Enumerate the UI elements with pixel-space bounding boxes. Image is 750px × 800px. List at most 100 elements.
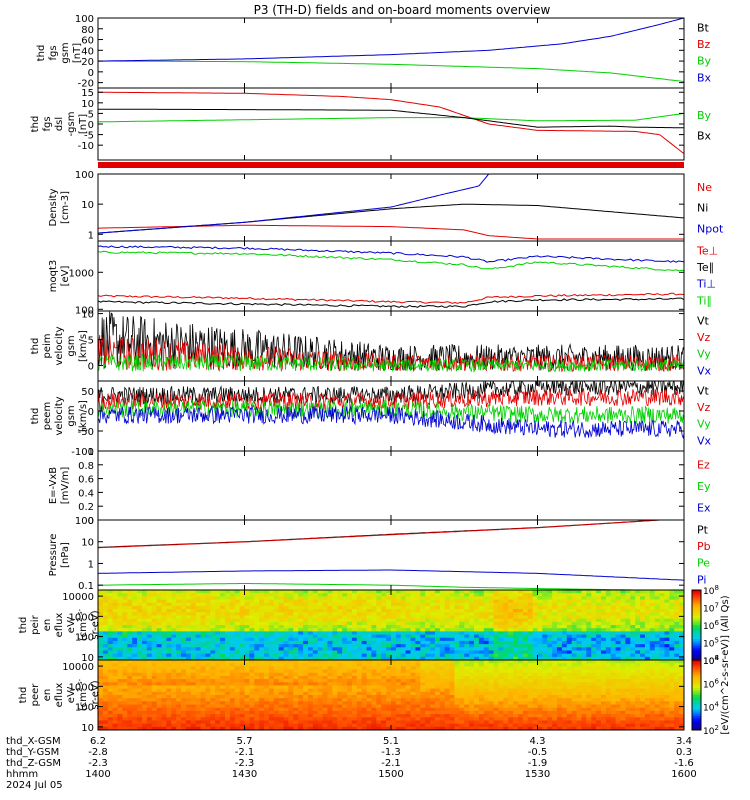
xaxis-row-label: hhmm xyxy=(6,769,38,780)
ytick-label: 10000 xyxy=(62,592,94,603)
ylabel-line: gsm xyxy=(60,42,71,63)
ylabel-line: [km/s] xyxy=(78,400,89,432)
ytick-label: 100 xyxy=(75,14,94,25)
spectrogram-cells xyxy=(98,660,685,731)
ylabel-line: sr-eV) xyxy=(90,610,101,639)
xaxis-value: 1530 xyxy=(525,769,550,780)
ylabel-line: eflux xyxy=(54,613,65,638)
ylabel-line: Pressure xyxy=(48,534,59,577)
legend-pb: Pb xyxy=(697,540,711,553)
colorbar-tick-label: 108 xyxy=(703,584,719,597)
series-vt-line xyxy=(98,311,684,372)
ytick-label: -50 xyxy=(78,427,94,438)
series-vt-line xyxy=(98,381,684,405)
xaxis-value: -2.1 xyxy=(381,758,401,769)
ylabel-line: (cm2-s- xyxy=(76,678,89,711)
ylabel-line: gsm xyxy=(66,405,77,426)
ytick-label: 0.6 xyxy=(78,475,94,486)
series-group xyxy=(98,520,684,590)
ylabel-line: sr-eV) xyxy=(90,680,101,709)
ylabel-line: peem xyxy=(42,402,53,430)
series-group xyxy=(98,18,684,82)
panel-peim_velocity: 10 5 0 thd peim velocity gsm [km/s] Vt Vz Vy Vx xyxy=(30,310,712,382)
series-pi-line xyxy=(98,569,684,581)
xaxis-value: 1430 xyxy=(232,769,257,780)
ytick-label: 10 xyxy=(81,723,94,734)
ytick-label: 10 xyxy=(81,538,94,549)
xaxis-value: -1.9 xyxy=(528,758,548,769)
xaxis-value: 5.1 xyxy=(383,736,399,747)
legend-vy: Vy xyxy=(697,348,711,361)
xaxis-value: 4.3 xyxy=(530,736,546,747)
series-vx-line xyxy=(98,405,684,439)
xaxis-value: -1.3 xyxy=(381,747,401,758)
ytick-label: 0.8 xyxy=(78,461,94,472)
colorbar-tick-label: 104 xyxy=(703,701,719,714)
ytick-label: 100 xyxy=(75,633,94,644)
colorbar-tick-label: 105 xyxy=(703,637,719,650)
legend-by: By xyxy=(697,55,712,68)
legend-ni: Ni xyxy=(697,202,708,215)
series-bx-line xyxy=(98,18,684,62)
xaxis-value: 0.3 xyxy=(676,747,692,758)
ylabel-line: eflux xyxy=(54,683,65,708)
ylabel-line: fgs xyxy=(48,45,59,60)
ylabel-line: thd xyxy=(18,687,29,704)
ytick-label: 1000 xyxy=(69,682,94,693)
colorbar-tick-label: 107 xyxy=(703,602,719,615)
series-group xyxy=(98,91,684,155)
panel-efield: 1 0.8 0.6 0.4 0.2 0 E=-VxB [mV/m] Ez Ey Ex xyxy=(48,447,711,527)
ylabel-line: [km/s] xyxy=(78,330,89,362)
ylabel-line: fgs xyxy=(42,116,53,131)
ylabel-line: [eV] xyxy=(60,266,71,287)
legend-vy: Vy xyxy=(697,418,711,431)
xaxis-value: 6.2 xyxy=(90,736,106,747)
ytick-label: 10 xyxy=(81,310,94,321)
ylabel-line: -gsm xyxy=(66,112,77,137)
legend-pi: Pi xyxy=(697,573,706,586)
ylabel-line: velocity xyxy=(54,326,65,365)
ytick-label: 1 xyxy=(88,230,94,241)
ytick-label: 0 xyxy=(88,516,94,527)
colorbar-peer_spec: 108 106 104 102 xyxy=(691,654,719,737)
series-ti-line xyxy=(98,250,684,272)
ylabel-line: gsm xyxy=(66,335,77,356)
legend-by: By xyxy=(697,109,712,122)
legend-ti: Ti⊥ xyxy=(696,278,716,291)
ytick-label: 50 xyxy=(81,387,94,398)
series-vz-line xyxy=(98,387,684,411)
ylabel-line: thd xyxy=(30,338,41,355)
xaxis-value: -2.3 xyxy=(88,758,108,769)
series-ni-line xyxy=(98,203,684,234)
ylabel-line: dsl xyxy=(54,117,65,131)
ytick-label: -5 xyxy=(84,131,94,142)
ylabel-line: Density xyxy=(48,188,59,226)
ytick-label: 10 xyxy=(81,99,94,110)
series-bx-line xyxy=(98,108,684,129)
panel-density: 100 10 1 Density [cm-3] Ne Ni Npot xyxy=(48,170,724,242)
legend-ez: Ez xyxy=(697,458,710,471)
ytick-label: 1000 xyxy=(69,268,94,279)
spectrogram-cells xyxy=(98,590,685,661)
ytick-label: 5 xyxy=(88,109,94,120)
colorbar-tick-label: 102 xyxy=(703,724,719,737)
series-pb-line xyxy=(98,520,684,549)
legend-vx: Vx xyxy=(697,364,712,377)
ylabel-line: peir xyxy=(30,614,41,634)
colorbar-label: [eV/(cm^2-s-sr-eV)] (All Qs) xyxy=(720,595,731,734)
series-by-line xyxy=(98,112,684,123)
ytick-label: 1 xyxy=(88,559,94,570)
ytick-label: 60 xyxy=(81,36,94,47)
colorbar-tick-label: 106 xyxy=(703,677,719,690)
ytick-label: 1 xyxy=(88,447,94,458)
panel-frame xyxy=(97,240,685,312)
ylabel-line: eV/ xyxy=(66,616,77,633)
ylabel-line: peim xyxy=(42,333,53,358)
ytick-label: 0.2 xyxy=(78,502,94,513)
series-by-line xyxy=(98,60,684,82)
series-vy-line xyxy=(98,399,684,425)
ytick-label: 10 xyxy=(81,200,94,211)
ylabel-line: [mV/m] xyxy=(60,467,71,505)
